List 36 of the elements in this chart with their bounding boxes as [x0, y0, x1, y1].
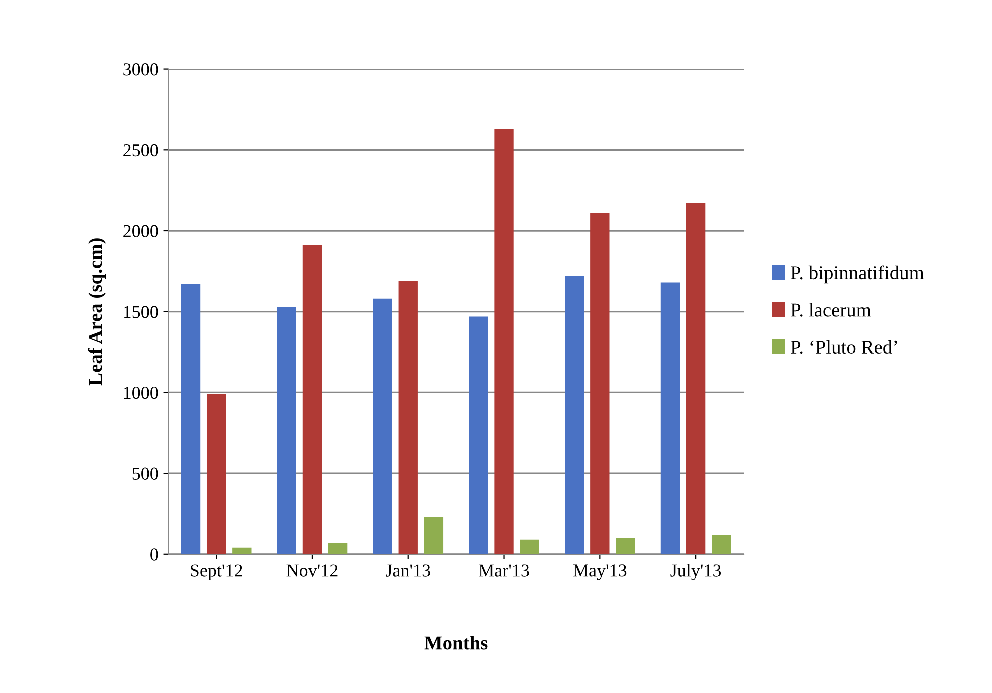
x-tick-label: Mar'13	[479, 564, 530, 577]
bar	[469, 316, 488, 554]
x-tick-label: July'13	[670, 564, 722, 581]
bar	[181, 284, 201, 554]
bar	[494, 129, 514, 554]
legend-label: P. bipinnatifidum	[791, 266, 924, 284]
bar	[302, 246, 322, 554]
x-tick-label: Sept'12	[191, 564, 242, 580]
legend-label: P. ‘Pluto Red’	[791, 340, 898, 354]
bar	[277, 307, 296, 554]
x-tick-label: Nov'12	[286, 564, 338, 577]
y-axis-title: Leaf Area (sq.cm)	[88, 238, 106, 386]
x-axis-title: Months	[424, 636, 488, 650]
y-tick-label: 500	[132, 468, 158, 480]
y-tick-label: 3000	[124, 64, 158, 76]
y-tick-label: 2500	[124, 144, 158, 157]
bar	[373, 298, 392, 554]
bar	[232, 548, 252, 554]
x-tick-label: May'13	[573, 564, 627, 580]
bar	[565, 276, 584, 554]
bar	[616, 538, 636, 554]
bar	[424, 517, 444, 554]
y-tick-label: 1000	[124, 386, 158, 400]
bar	[520, 540, 540, 554]
bar	[206, 394, 226, 554]
y-tick-label: 2000	[124, 225, 158, 238]
bar	[398, 281, 418, 554]
bar	[686, 204, 706, 554]
y-tick-label: 0	[150, 548, 158, 561]
y-tick-label: 1500	[124, 306, 158, 318]
bar	[590, 213, 610, 554]
x-tick-label: Jan'13	[386, 564, 430, 577]
bar	[712, 534, 732, 554]
bar	[328, 543, 348, 554]
legend-label: P. lacerum	[791, 303, 872, 317]
bar	[660, 282, 680, 554]
